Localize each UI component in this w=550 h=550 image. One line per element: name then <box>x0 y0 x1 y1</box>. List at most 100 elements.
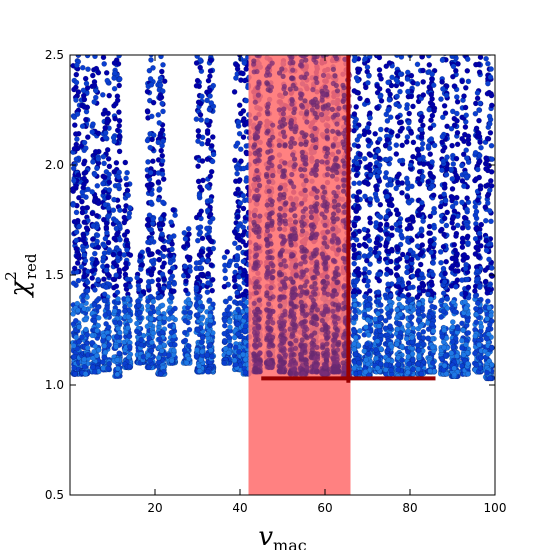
data-point <box>159 100 165 107</box>
data-point <box>101 174 108 180</box>
data-point <box>158 147 164 154</box>
data-point <box>75 172 82 178</box>
data-point <box>365 316 371 323</box>
data-point <box>76 223 83 229</box>
data-point <box>148 258 155 264</box>
data-point <box>234 170 240 177</box>
data-point <box>150 216 156 222</box>
data-point <box>147 321 153 327</box>
data-point <box>242 77 248 84</box>
data-point <box>114 93 121 99</box>
data-point <box>233 262 240 269</box>
data-point <box>365 80 371 86</box>
data-point <box>241 116 247 122</box>
data-point <box>232 157 238 164</box>
data-point <box>207 347 214 353</box>
data-point <box>85 66 91 72</box>
data-point <box>365 232 371 239</box>
data-point <box>242 313 248 320</box>
data-point <box>185 225 192 232</box>
data-point <box>194 77 201 84</box>
data-point <box>195 99 202 105</box>
data-point <box>351 346 358 353</box>
data-point <box>126 333 133 340</box>
data-point <box>115 174 122 180</box>
data-point <box>209 158 216 165</box>
band-data-point <box>341 46 346 51</box>
data-point <box>204 183 211 190</box>
data-point <box>171 347 177 354</box>
data-point <box>161 260 167 267</box>
data-point <box>103 284 109 291</box>
data-point <box>167 234 174 241</box>
data-point <box>352 313 359 320</box>
data-point <box>82 75 89 82</box>
data-point <box>116 55 122 59</box>
data-point <box>362 55 369 62</box>
data-point <box>351 180 357 187</box>
data-point <box>186 257 193 263</box>
data-point <box>222 275 229 282</box>
data-point <box>100 153 107 160</box>
data-point <box>156 120 163 126</box>
data-point <box>198 316 205 322</box>
data-point <box>159 271 166 277</box>
data-point <box>221 360 228 366</box>
data-point <box>241 267 247 274</box>
data-point <box>204 257 211 264</box>
data-point <box>147 144 153 151</box>
data-point <box>351 232 357 239</box>
data-point <box>148 271 155 278</box>
data-point <box>377 227 384 233</box>
data-point <box>169 246 175 253</box>
data-point <box>375 46 380 51</box>
data-point <box>237 146 244 152</box>
data-point <box>73 183 79 189</box>
data-point <box>193 116 200 122</box>
data-point <box>123 181 130 188</box>
data-point <box>193 260 200 266</box>
data-point <box>112 49 117 54</box>
data-point <box>121 252 127 258</box>
data-point <box>362 193 368 200</box>
data-point <box>166 352 172 359</box>
data-point <box>90 159 96 165</box>
data-point <box>94 238 100 245</box>
data-point <box>148 57 154 63</box>
data-point <box>353 278 359 285</box>
band-data-point <box>266 47 271 52</box>
data-point <box>155 277 162 283</box>
data-point <box>117 236 123 243</box>
data-point <box>159 302 166 309</box>
data-point <box>240 108 247 114</box>
data-point <box>231 299 238 305</box>
data-point <box>240 134 247 140</box>
data-point <box>106 361 113 367</box>
data-point <box>197 64 203 71</box>
data-point <box>187 268 193 274</box>
data-point <box>210 301 216 308</box>
data-point <box>137 314 143 321</box>
data-point <box>350 319 357 326</box>
data-point <box>351 57 358 64</box>
data-point <box>84 331 91 338</box>
data-point <box>144 137 151 144</box>
data-point <box>367 215 373 221</box>
data-point <box>240 205 247 212</box>
data-point <box>124 247 130 253</box>
data-point <box>147 76 154 82</box>
data-point <box>204 128 211 134</box>
data-point <box>241 60 248 66</box>
data-point <box>157 95 163 102</box>
data-point <box>361 131 368 138</box>
data-point <box>112 115 118 122</box>
data-point <box>232 283 238 290</box>
data-point <box>356 360 362 366</box>
data-point <box>148 113 155 120</box>
data-point <box>168 357 175 364</box>
data-point <box>363 257 370 264</box>
data-point <box>74 253 80 260</box>
data-point <box>156 336 163 342</box>
data-point <box>127 343 133 350</box>
data-point <box>240 238 246 245</box>
